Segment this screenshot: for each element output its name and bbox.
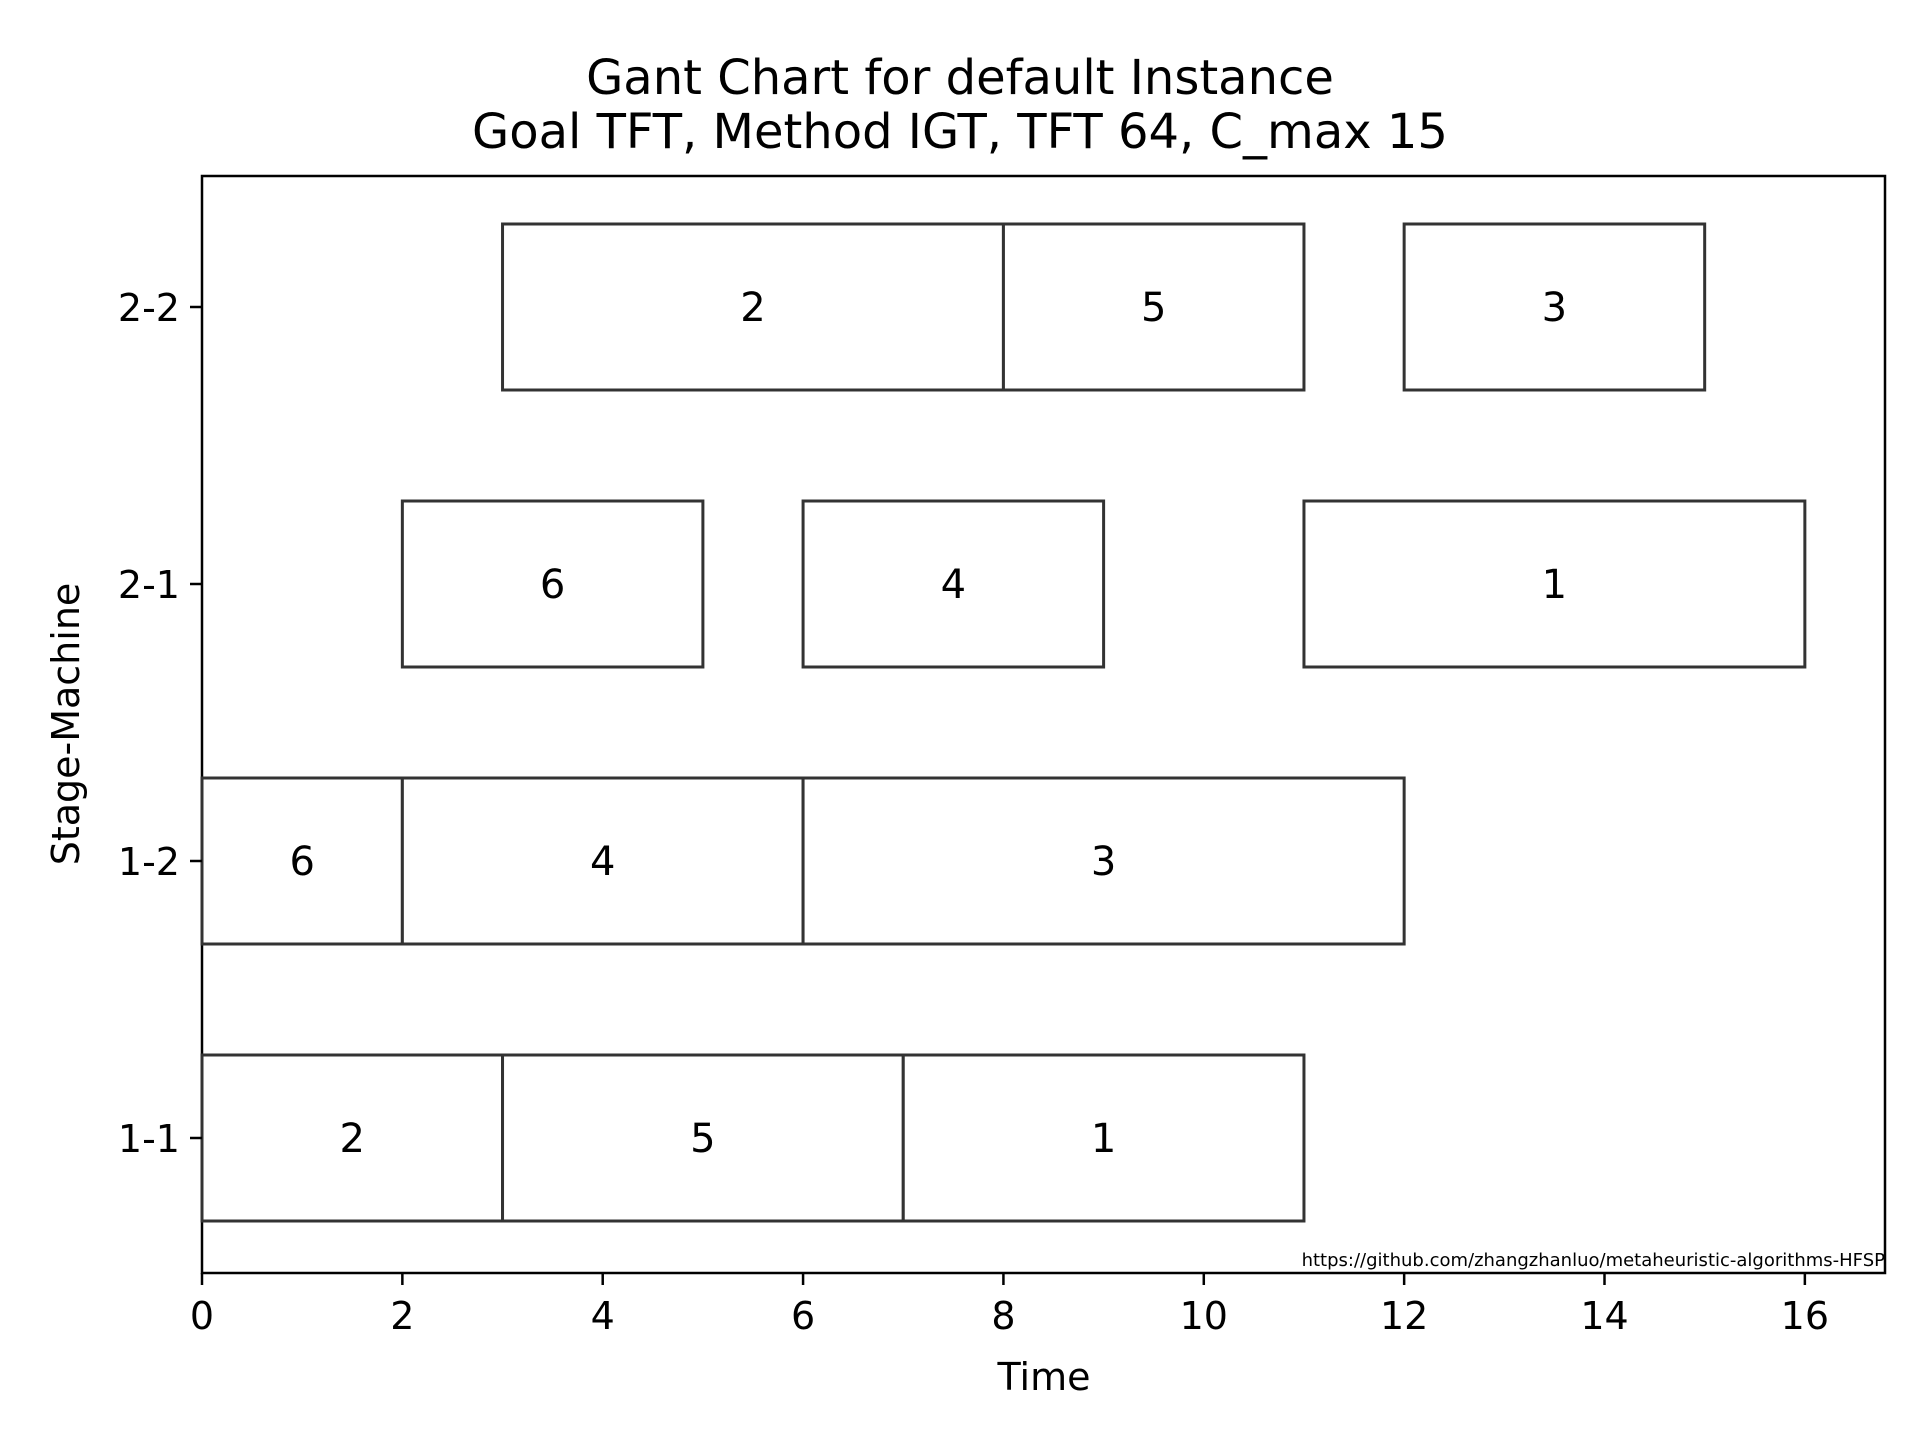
task-label: 3 xyxy=(1091,839,1116,885)
chart-title-line-2: Goal TFT, Method IGT, TFT 64, C_max 15 xyxy=(472,104,1448,160)
task-label: 5 xyxy=(1141,285,1166,331)
task-bar xyxy=(801,499,1106,669)
x-tick-label: 2 xyxy=(390,1294,414,1338)
x-tick-label: 14 xyxy=(1580,1294,1628,1338)
y-axis-label: Stage-Machine xyxy=(44,582,88,866)
x-tick-label: 10 xyxy=(1180,1294,1228,1338)
y-tick-label: 1-1 xyxy=(118,1117,180,1161)
task-label: 3 xyxy=(1542,285,1567,331)
x-tick-label: 8 xyxy=(991,1294,1015,1338)
task-label: 2 xyxy=(340,1116,365,1162)
task-bar xyxy=(1001,222,1306,392)
task-label: 2 xyxy=(740,285,765,331)
y-axis-ticks: 1-1 1-2 2-1 2-2 xyxy=(118,286,202,1161)
y-tick-label: 2-1 xyxy=(118,563,180,607)
task-bar xyxy=(1302,499,1807,669)
task-label: 6 xyxy=(289,839,314,885)
x-tick-label: 0 xyxy=(190,1294,214,1338)
task-bar xyxy=(801,776,1406,946)
task-bar xyxy=(1402,222,1707,392)
plot-frame xyxy=(200,174,1887,1275)
x-axis-ticks: 0 2 4 6 8 10 12 14 16 xyxy=(190,1273,1829,1338)
task-label: 1 xyxy=(1091,1116,1116,1162)
task-bar xyxy=(501,222,1005,392)
y-tick-label: 2-2 xyxy=(118,286,180,330)
chart-title-line-1: Gant Chart for default Instance xyxy=(586,50,1334,106)
x-axis-label: Time xyxy=(997,1355,1091,1399)
task-label: 1 xyxy=(1542,562,1567,608)
task-label: 4 xyxy=(941,562,966,608)
task-bar xyxy=(200,1053,505,1223)
task-bar xyxy=(400,499,705,669)
task-bars: 2 5 1 6 4 3 6 4 1 2 5 3 xyxy=(200,222,1807,1223)
x-tick-label: 4 xyxy=(591,1294,615,1338)
y-tick-label: 1-2 xyxy=(118,840,180,884)
source-footnote: https://github.com/zhangzhanluo/metaheur… xyxy=(1301,1250,1885,1271)
x-tick-label: 6 xyxy=(791,1294,815,1338)
task-label: 5 xyxy=(690,1116,715,1162)
task-label: 4 xyxy=(590,839,615,885)
x-tick-label: 12 xyxy=(1380,1294,1428,1338)
task-bar xyxy=(400,776,805,946)
task-bar xyxy=(901,1053,1306,1223)
x-tick-label: 16 xyxy=(1781,1294,1829,1338)
task-label: 6 xyxy=(540,562,565,608)
task-bar xyxy=(200,776,404,946)
task-bar xyxy=(501,1053,905,1223)
